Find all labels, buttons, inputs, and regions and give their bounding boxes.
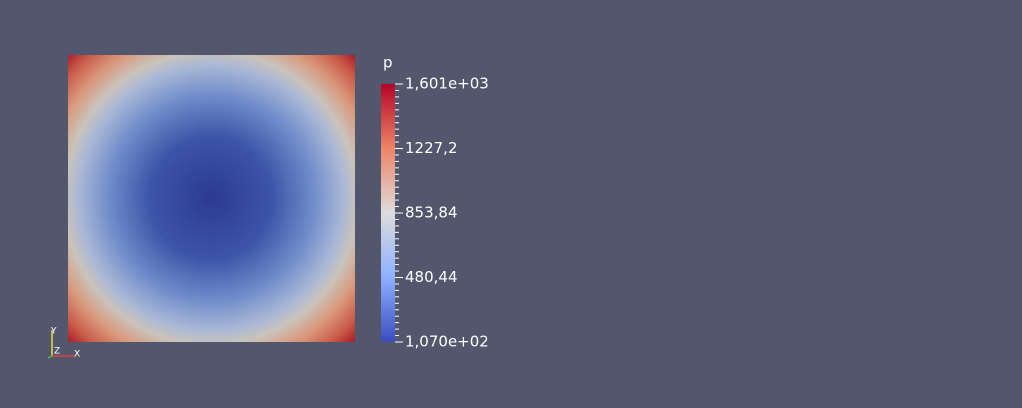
orientation-axes: Y Z X [47,327,80,360]
z-axis-label: Z [54,347,60,357]
color-bar-title: p [383,54,393,72]
z-axis [47,355,53,359]
tick-label: 480,44 [405,268,458,286]
tick-label: 1227,2 [405,139,458,157]
x-axis-label: X [74,350,80,360]
tick-label: 853,84 [405,204,458,222]
pressure-field [68,55,355,342]
color-bar [381,84,395,342]
y-axis-label: Y [50,327,57,337]
tick-label: 1,601e+03 [405,75,489,93]
tick-label: 1,070e+02 [405,333,489,351]
